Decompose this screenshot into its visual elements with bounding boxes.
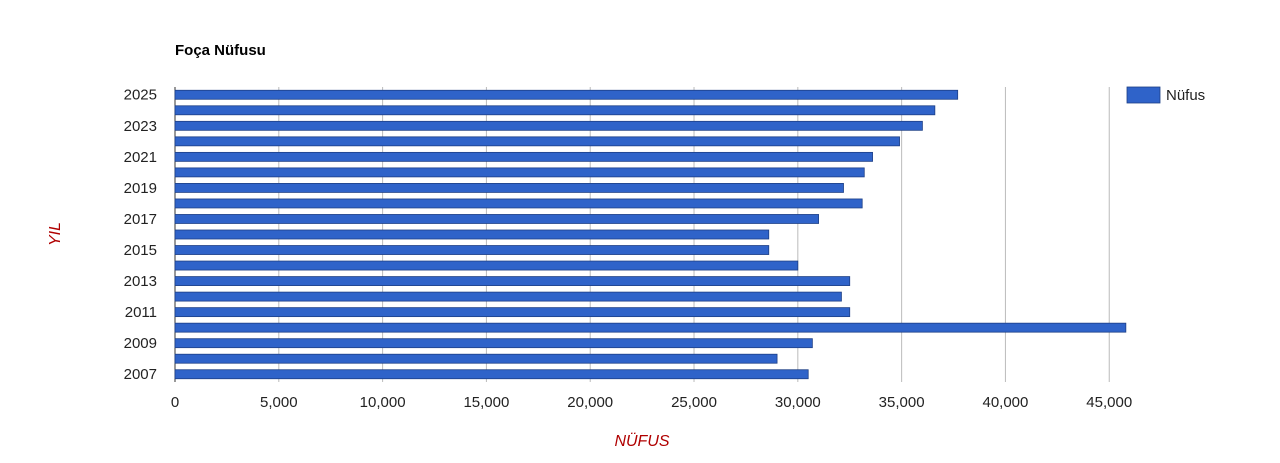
y-tick-label: 2019 [124,180,157,197]
y-tick-label: 2017 [124,211,157,228]
y-tick-label: 2015 [124,242,157,259]
bar [174,183,844,193]
y-tick-label: 2025 [124,87,157,104]
x-tick-label: 5,000 [260,394,298,411]
x-tick-label: 20,000 [567,394,613,411]
bar [174,338,813,349]
bar [174,89,959,100]
bar [174,214,819,224]
bar [174,245,770,255]
x-axis-label: NÜFUS [614,432,669,450]
bar [174,229,770,240]
bar [174,307,851,318]
y-tick-label: 2011 [125,304,157,321]
chart-title: Foça Nüfusu [175,42,266,59]
y-axis-label: YIL [47,222,64,246]
bar [174,322,1127,333]
y-tick-label: 2013 [124,273,157,290]
x-tick-label: 15,000 [463,394,509,411]
y-tick-label: 2009 [124,335,157,352]
bar [174,353,778,364]
legend-label: Nüfus [1166,87,1205,104]
bar [174,369,809,380]
bar [174,198,863,209]
legend-swatch [1126,86,1161,104]
x-tick-label: 40,000 [982,394,1028,411]
bar [174,151,873,162]
bar [174,260,799,271]
y-tick-label: 2007 [124,366,157,383]
bar [174,291,842,302]
y-tick-label: 2021 [124,149,157,166]
x-tick-label: 0 [171,394,179,411]
x-tick-label: 10,000 [360,394,406,411]
x-tick-label: 35,000 [879,394,925,411]
y-tick-label: 2023 [124,118,157,135]
bar [174,167,865,178]
x-tick-label: 30,000 [775,394,821,411]
bar [174,105,936,116]
bar [174,136,900,147]
bar [174,276,851,286]
bar [174,120,923,131]
x-tick-label: 45,000 [1086,394,1132,411]
x-tick-label: 25,000 [671,394,717,411]
